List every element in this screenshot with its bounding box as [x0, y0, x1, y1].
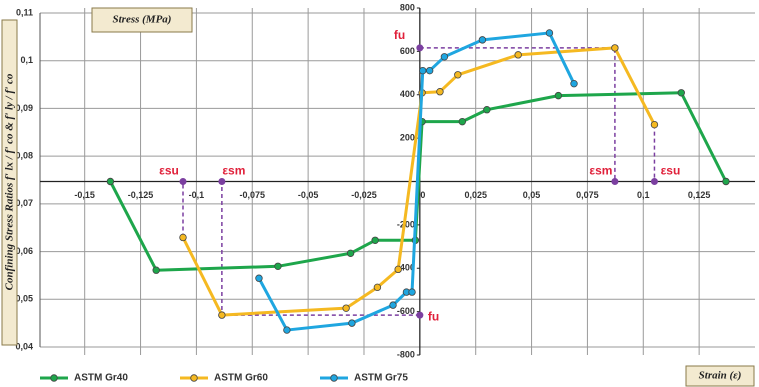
- data-point: [545, 29, 554, 37]
- data-point: [371, 236, 379, 244]
- x-axis-title: Strain (ε): [699, 370, 742, 382]
- legend-label: ASTM Gr60: [214, 373, 268, 384]
- data-point: [570, 79, 578, 88]
- data-point: [425, 66, 434, 75]
- y2-tick-label: 0,08: [15, 151, 33, 161]
- data-point: [152, 266, 160, 274]
- data-point: [218, 311, 226, 319]
- data-point: [436, 88, 444, 96]
- legend-marker: [190, 374, 198, 382]
- y2-tick-label: 0,07: [15, 198, 33, 208]
- guide-point: [650, 178, 658, 185]
- x-tick-label: -0,075: [240, 190, 266, 200]
- data-point: [554, 91, 563, 100]
- data-point: [611, 44, 619, 52]
- y-tick-label: 600: [400, 46, 415, 56]
- y-tick-label: -400: [397, 263, 415, 273]
- data-point: [255, 274, 263, 282]
- y2-tick-label: 0,11: [16, 7, 33, 17]
- legend-marker: [50, 374, 58, 382]
- y-axis-title: Stress (MPa): [113, 14, 172, 26]
- y2-tick-label: 0,05: [15, 294, 33, 304]
- data-point: [389, 301, 397, 309]
- data-point: [677, 89, 685, 97]
- annotation: fu: [428, 309, 439, 323]
- y-tick-label: 800: [400, 2, 415, 12]
- guide-point: [218, 178, 226, 185]
- guide-point: [416, 44, 424, 52]
- x-tick-label: -0,125: [128, 190, 154, 200]
- guide-point: [611, 178, 619, 185]
- legend-label: ASTM Gr75: [354, 373, 408, 384]
- x-tick-label: -0,15: [74, 190, 95, 200]
- data-point: [722, 177, 730, 186]
- annotation: fu: [394, 28, 405, 42]
- guide-point: [416, 311, 424, 319]
- guide-line: [419, 47, 616, 182]
- x-tick-label: -0,05: [298, 190, 319, 200]
- annotation: εsm: [222, 164, 245, 178]
- x-tick-label: 0,075: [576, 190, 599, 200]
- y2-axis-title: Confining Stress Ratios f' lx / f' co & …: [4, 73, 16, 290]
- x-tick-label: 0: [420, 190, 425, 200]
- x-tick-label: 0,125: [688, 190, 711, 200]
- y-tick-label: 200: [400, 133, 415, 143]
- x-tick-label: 0,1: [637, 190, 650, 200]
- guide-point: [179, 178, 187, 185]
- axis-title-box: [1, 19, 18, 346]
- data-point: [483, 106, 491, 114]
- data-point: [394, 265, 402, 274]
- data-point: [408, 288, 416, 296]
- axis-title-box: [685, 365, 755, 387]
- data-point: [650, 120, 659, 129]
- data-point: [342, 304, 350, 312]
- data-point: [373, 283, 382, 292]
- annotation: εsu: [159, 164, 179, 178]
- y-tick-label: -200: [397, 219, 415, 229]
- legend-marker: [330, 374, 338, 382]
- data-point: [179, 233, 187, 242]
- data-point: [274, 262, 282, 270]
- data-point: [419, 66, 427, 75]
- y2-tick-label: 0,04: [15, 341, 33, 351]
- x-tick-label: -0,1: [189, 190, 205, 200]
- data-point: [346, 249, 355, 257]
- y-tick-label: -600: [397, 306, 415, 316]
- series-line: [257, 31, 576, 332]
- x-tick-label: 0,025: [464, 190, 487, 200]
- data-point: [440, 53, 449, 61]
- data-point: [478, 36, 487, 44]
- y2-tick-label: 0,1: [20, 55, 33, 65]
- data-point: [458, 117, 466, 126]
- data-point: [348, 319, 356, 327]
- annotation: εsu: [661, 164, 681, 178]
- x-tick-label: 0,05: [523, 190, 541, 200]
- y-tick-label: -800: [397, 349, 415, 359]
- data-point: [514, 51, 522, 59]
- y-tick-label: 400: [400, 89, 415, 99]
- data-point: [454, 71, 462, 79]
- x-tick-label: -0,025: [351, 190, 377, 200]
- axis-title-box: [91, 7, 193, 33]
- data-point: [283, 326, 291, 334]
- legend-label: ASTM Gr40: [74, 373, 128, 384]
- annotation: εsm: [589, 164, 612, 178]
- y2-tick-label: 0,09: [15, 103, 33, 113]
- data-point: [106, 177, 115, 186]
- y2-tick-label: 0,06: [15, 246, 33, 256]
